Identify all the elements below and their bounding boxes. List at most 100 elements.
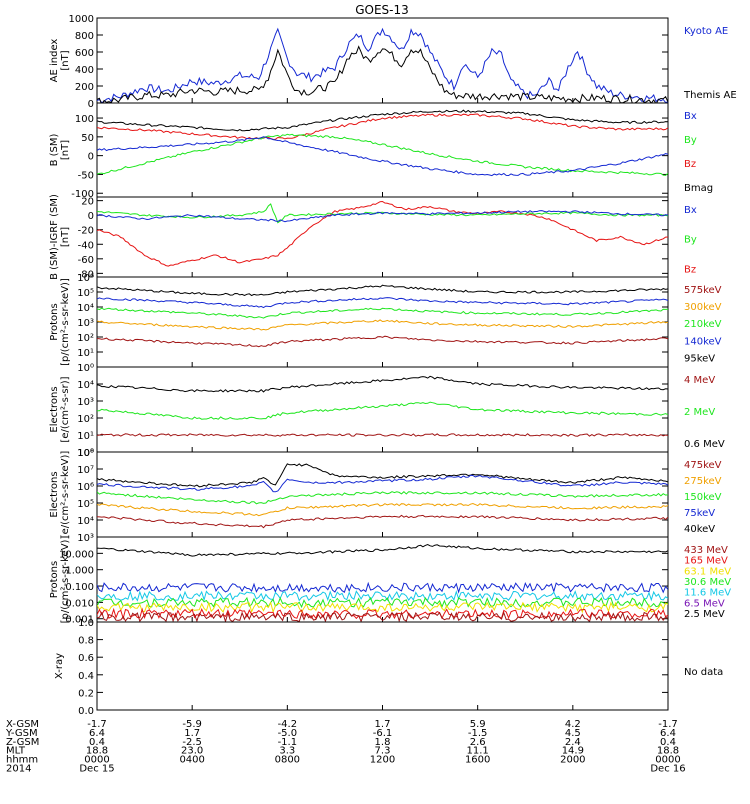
y-tick-label: 0.8 bbox=[78, 636, 94, 647]
y-tick-label: 800 bbox=[75, 31, 94, 42]
y-tick-label: 10³ bbox=[77, 318, 94, 329]
legend-entry: By bbox=[684, 235, 697, 246]
legend-entry: 40keV bbox=[684, 524, 715, 535]
y-tick-label: 10² bbox=[77, 333, 94, 344]
series-275kev bbox=[97, 502, 668, 517]
series-40kev bbox=[97, 463, 668, 488]
series-themis-ae bbox=[97, 45, 668, 103]
legend-entry: 11.6 MeV bbox=[684, 588, 731, 599]
series-210kev bbox=[97, 307, 668, 319]
legend-entry: 210keV bbox=[684, 319, 722, 330]
series-by bbox=[97, 203, 668, 224]
y-tick-label: 10⁵ bbox=[77, 288, 94, 299]
x-row-value: 2.6 bbox=[470, 737, 486, 748]
y-axis-label: X-ray bbox=[54, 653, 65, 679]
x-row-value: 4.2 bbox=[565, 719, 581, 730]
y-tick-label: 0.4 bbox=[78, 671, 94, 682]
x-row-value: -2.5 bbox=[182, 737, 202, 748]
legend-entry: No data bbox=[684, 667, 723, 678]
x-row-value: 1.8 bbox=[375, 737, 391, 748]
legend-entry: 140keV bbox=[684, 336, 722, 347]
series-150kev bbox=[97, 491, 668, 505]
y-tick-label: 1.0 bbox=[78, 618, 94, 629]
y-tick-label: 0.0 bbox=[78, 706, 94, 717]
y-tick-label: 0.6 bbox=[78, 653, 94, 664]
y-axis-label: [e/(cm²-s-sr-keV)] bbox=[60, 451, 71, 539]
x-row-value: 0800 bbox=[275, 755, 300, 766]
y-tick-label: 10³ bbox=[77, 397, 94, 408]
legend-entry: 300keV bbox=[684, 302, 722, 313]
y-tick-label: -80 bbox=[78, 269, 94, 280]
y-tick-label: 10⁸ bbox=[77, 448, 94, 459]
y-axis-label: [nT] bbox=[60, 140, 71, 160]
series-433-mev bbox=[97, 611, 668, 622]
x-row-value: 18.8 bbox=[657, 746, 679, 757]
legend-entry: 4 MeV bbox=[684, 375, 715, 386]
y-tick-label: -100 bbox=[71, 189, 94, 200]
y-tick-label: 20 bbox=[81, 197, 94, 208]
legend-entry: Kyoto AE bbox=[684, 26, 728, 37]
panel-bsm: 100 50 0 -50 -100 B (SM) [nT] Bx By Bz Bmag bbox=[49, 102, 713, 200]
legend-entry: 575keV bbox=[684, 285, 722, 296]
y-tick-label: 10⁴ bbox=[77, 516, 94, 527]
series-140kev bbox=[97, 297, 668, 309]
x-row-value: 1600 bbox=[465, 755, 490, 766]
legend-entry: 6.5 MeV bbox=[684, 598, 725, 609]
y-tick-label: 200 bbox=[75, 82, 94, 93]
y-tick-label: 10⁴ bbox=[77, 303, 94, 314]
legend-entry: By bbox=[684, 135, 697, 146]
y-tick-label: 10⁶ bbox=[77, 482, 94, 493]
y-tick-label: 10² bbox=[77, 414, 94, 425]
x-row-value: 5.9 bbox=[470, 719, 486, 730]
y-tick-label: 0 bbox=[88, 152, 94, 163]
y-axis-label: [p/(cm²-s-sr-keV)] bbox=[60, 278, 71, 366]
series-30-6-mev bbox=[97, 596, 668, 609]
y-tick-label: 0.001 bbox=[65, 615, 94, 626]
y-tick-label: -20 bbox=[78, 226, 94, 237]
series-95kev bbox=[97, 284, 668, 297]
y-tick-label: -40 bbox=[78, 240, 94, 251]
y-tick-label: 10⁶ bbox=[77, 273, 94, 284]
y-tick-label: 1.000 bbox=[65, 566, 94, 577]
x-row-value: -4.2 bbox=[278, 719, 298, 730]
x-row-label: hhmm bbox=[6, 755, 38, 766]
series-0-6-mev bbox=[97, 375, 668, 393]
legend-entry: 2 MeV bbox=[684, 407, 715, 418]
y-tick-label: 10⁰ bbox=[77, 448, 94, 459]
panel-protons: 10⁶ 10⁵ 10⁴ 10³ 10² 10¹ 10⁰ Protons [p/(cm²-s-sr… bbox=[49, 273, 722, 374]
x-row-value: 0000 bbox=[655, 755, 680, 766]
legend-entry: Bx bbox=[684, 205, 697, 216]
x-row-value: -5.9 bbox=[182, 719, 202, 730]
legend-entry: 433 MeV bbox=[684, 545, 728, 556]
series-bx bbox=[97, 210, 668, 223]
y-tick-label: 10³ bbox=[77, 533, 94, 544]
x-row-value: 11.1 bbox=[467, 746, 489, 757]
y-tick-label: 10⁵ bbox=[77, 499, 94, 510]
x-row-value: 14.9 bbox=[562, 746, 584, 757]
legend-entry: 75keV bbox=[684, 508, 715, 519]
series-300kev bbox=[97, 319, 668, 331]
x-row-value: 18.8 bbox=[86, 746, 108, 757]
y-tick-label: 10.000 bbox=[59, 549, 94, 560]
x-row-value: 2000 bbox=[560, 755, 585, 766]
series-2-5-mev bbox=[97, 543, 668, 557]
series-63-1-mev bbox=[97, 601, 668, 614]
y-axis-label: B (SM)-IGRF (SM) bbox=[49, 194, 60, 280]
y-tick-label: 10⁷ bbox=[77, 465, 94, 476]
panel-electrons1: 10⁴ 10³ 10² 10¹ 10⁰ Electrons [e/(cm²-s-sr)] 4 … bbox=[49, 366, 725, 459]
legend-entry: Bmag bbox=[684, 183, 713, 194]
y-axis-label: [nT] bbox=[60, 50, 71, 70]
y-axis-label: B (SM) bbox=[49, 133, 60, 166]
x-row-label: 2014 bbox=[6, 764, 31, 775]
legend-entry: Bz bbox=[684, 264, 696, 275]
x-row-value: 0400 bbox=[179, 755, 204, 766]
plot-title: GOES-13 bbox=[355, 3, 409, 17]
series-4-mev bbox=[97, 433, 668, 437]
legend-entry: 0.6 MeV bbox=[684, 439, 725, 450]
panel-frame bbox=[96, 451, 669, 538]
x-row-value: -5.0 bbox=[278, 728, 298, 739]
legend-entry: Themis AE bbox=[683, 90, 737, 101]
panel-frame bbox=[96, 196, 669, 278]
